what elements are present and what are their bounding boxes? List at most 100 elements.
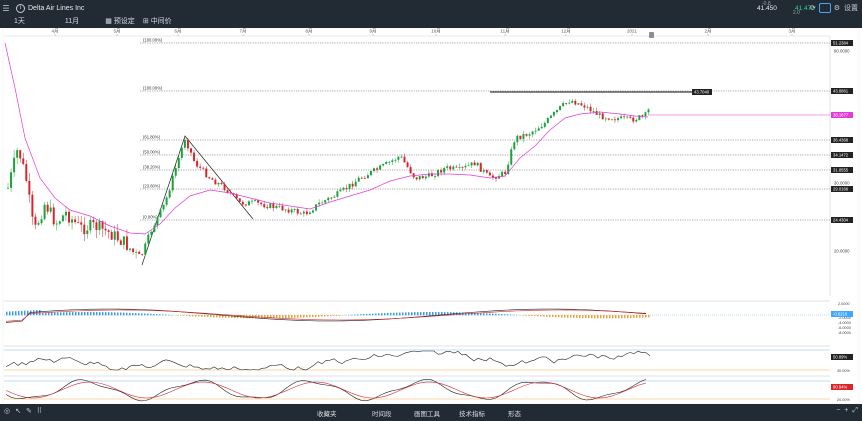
period-selector[interactable]: 11月	[64, 18, 80, 25]
candle-body	[244, 204, 247, 206]
dots-icon[interactable]: ⠿	[36, 408, 42, 415]
candle	[363, 175, 366, 179]
candle-body	[92, 219, 95, 223]
candle-body	[165, 197, 168, 205]
candle-body	[116, 231, 119, 241]
candle-body	[626, 116, 629, 118]
fib-value-tag-bg	[831, 152, 853, 158]
macd-histogram-bar	[603, 315, 605, 319]
candle-body	[284, 209, 287, 211]
candle	[284, 209, 287, 213]
layout-toggle-button[interactable]	[818, 3, 831, 13]
macd-histogram-bar	[582, 315, 584, 319]
sell-price-box[interactable]: 41.450	[754, 3, 790, 14]
candle-body	[19, 150, 22, 159]
gear-icon[interactable]: ⚙	[833, 5, 840, 12]
macd-histogram-bar	[312, 315, 314, 318]
candle-body	[193, 152, 196, 161]
candle	[571, 98, 574, 104]
x-tick-label: 4月	[51, 29, 58, 35]
indicators-button[interactable]: 技术指标	[459, 411, 485, 418]
candle-body	[540, 126, 543, 129]
preset-button[interactable]: ▦ 预设定	[105, 16, 135, 26]
refresh-icon[interactable]: ⟳	[809, 5, 816, 12]
resistance-tag-text: 43.7040	[694, 90, 710, 95]
zoom-in-icon[interactable]: +	[844, 407, 849, 414]
candle	[473, 160, 476, 166]
candle	[376, 166, 379, 174]
pencil-icon[interactable]: ✎	[25, 408, 32, 415]
candle	[287, 207, 290, 214]
candle	[562, 100, 565, 108]
macd-histogram-bar	[408, 312, 410, 316]
candle	[196, 158, 199, 169]
candle	[110, 229, 113, 240]
buy-price-box[interactable]: 41.470	[792, 3, 822, 14]
candle-body	[458, 166, 461, 168]
macd-histogram-bar	[609, 315, 611, 319]
fib-value-tag-bg	[831, 40, 853, 46]
macd-histogram-bar	[489, 313, 491, 316]
crosshair-icon[interactable]: ◎	[4, 408, 11, 415]
macd-histogram-bar	[639, 315, 641, 318]
candle	[138, 250, 141, 254]
candle	[543, 121, 546, 129]
drawing-tools-button[interactable]: 画图工具	[414, 411, 440, 418]
settings-label[interactable]: 设置	[844, 5, 858, 12]
candle	[13, 150, 16, 178]
candle-body	[476, 162, 479, 166]
macd-histogram-bar	[81, 312, 83, 316]
macd-histogram-bar	[552, 315, 554, 318]
menu-icon[interactable]: ☰	[2, 3, 10, 13]
price-chart[interactable]: 4月 5月 6月 7月 8月 9月 10月 11月 12月 2021 2月 3月 (100.00%) 5…	[0, 28, 862, 404]
macd-histogram-bar	[429, 312, 431, 316]
candle-body	[83, 224, 86, 234]
macd-histogram-bar	[273, 315, 275, 319]
macd-histogram-bar	[339, 315, 341, 316]
midprice-button[interactable]: ⊞ 中间价	[143, 16, 172, 26]
current-price-tag-bg	[831, 112, 853, 118]
candle-body	[562, 103, 565, 107]
macd-histogram-bar	[366, 313, 368, 316]
cursor-icon[interactable]: ↖	[15, 408, 21, 415]
candle-body	[446, 166, 449, 168]
candle-body	[409, 167, 412, 174]
macd-histogram-bar	[561, 315, 563, 318]
macd-histogram-bar	[531, 315, 533, 316]
macd-histogram-bar	[477, 312, 479, 316]
macd-histogram-bar	[6, 311, 8, 316]
candle	[315, 204, 318, 212]
macd-histogram-bar	[585, 315, 587, 319]
candle	[379, 164, 382, 170]
candle-body	[281, 205, 284, 211]
candle	[171, 172, 174, 193]
macd-histogram-bar	[606, 315, 608, 319]
macd-histogram-bar	[45, 312, 47, 316]
fibonacci-retracement[interactable]: (100.00%) 51.2384 (100.00%) 43.8861 (61.80%)…	[140, 38, 853, 266]
macd-histogram-bar	[297, 315, 299, 318]
candle	[235, 192, 238, 201]
candle	[546, 116, 549, 124]
instrument-selector[interactable]: i Delta Air Lines Inc	[16, 3, 84, 13]
candle	[452, 165, 455, 171]
candle-body	[482, 170, 485, 172]
macd-histogram-bar	[78, 312, 80, 316]
macd-histogram-bar	[21, 310, 23, 316]
candle-body	[141, 253, 144, 255]
timeframe-button[interactable]: 时间段	[372, 411, 392, 418]
candle-body	[424, 176, 427, 179]
candle	[89, 217, 92, 234]
candle	[71, 215, 74, 230]
macd-histogram-bar	[555, 315, 557, 318]
candle-body	[205, 168, 208, 178]
patterns-button[interactable]: 形态	[508, 411, 521, 418]
candle	[272, 201, 275, 212]
macd-histogram-bar	[426, 312, 428, 316]
fit-icon[interactable]: ⤢	[852, 407, 858, 414]
fib-value-tag: 31.8555	[831, 167, 853, 173]
favorites-button[interactable]: 收藏夹	[317, 411, 337, 418]
zoom-out-icon[interactable]: −	[836, 407, 841, 414]
interval-selector[interactable]: 1天	[14, 18, 25, 25]
candle	[312, 209, 314, 214]
candle	[220, 180, 223, 186]
